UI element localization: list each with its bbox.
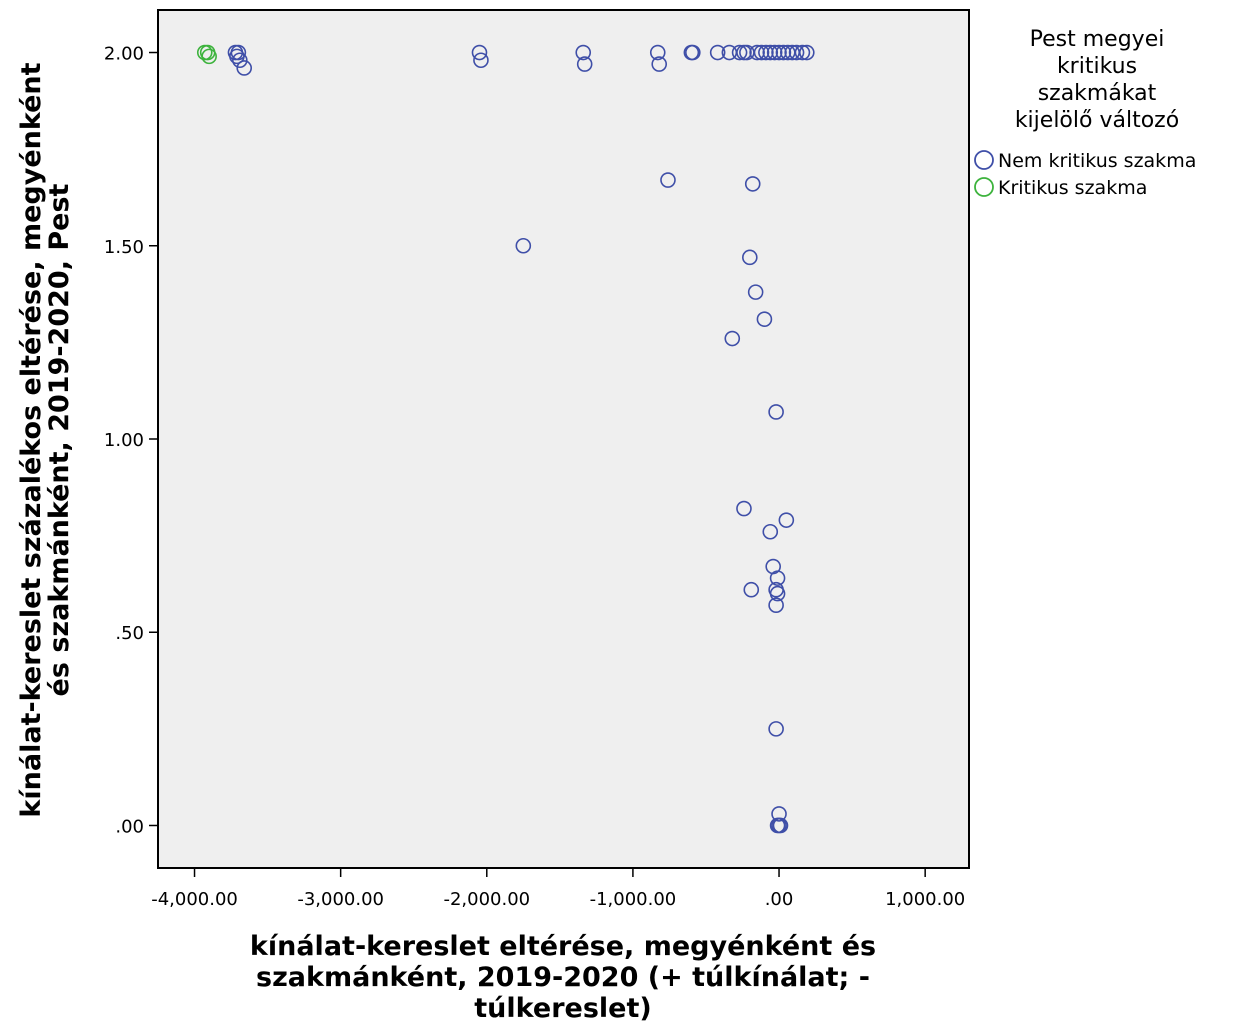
y-tick-label: 2.00: [104, 44, 144, 65]
data-point: [775, 44, 792, 61]
x-axis-title-line: kínálat-kereslet eltérése, megyénként és: [250, 931, 876, 962]
data-point: [794, 44, 811, 61]
x-tick-label: 1,000.00: [885, 889, 965, 910]
data-points: [196, 44, 815, 834]
data-point: [769, 570, 786, 586]
series-kritikus: [196, 44, 217, 65]
data-point: [575, 44, 592, 61]
legend-label: Nem kritikus szakma: [998, 150, 1196, 172]
data-point: [709, 44, 726, 61]
data-point: [473, 52, 489, 69]
data-point: [229, 48, 245, 65]
x-tick-label: .00: [765, 889, 794, 910]
data-point: [768, 721, 784, 737]
data-point: [660, 172, 676, 188]
legend-title-line: kritikus: [1057, 54, 1137, 79]
data-point: [724, 330, 741, 347]
data-point: [649, 44, 666, 61]
y-axis-title-line: és szakmánként, 2019-2020, Pest: [44, 183, 75, 696]
data-point: [771, 806, 787, 822]
legend-marker: [974, 150, 994, 170]
data-point: [762, 523, 779, 540]
data-point: [749, 44, 765, 61]
legend-title-line: kijelölő változó: [1015, 108, 1179, 133]
data-point: [762, 44, 779, 61]
data-point: [201, 48, 217, 65]
data-point: [758, 44, 774, 61]
data-point: [747, 284, 764, 300]
legend-item: Nem kritikus szakma: [974, 150, 1196, 172]
data-point: [515, 237, 532, 254]
data-point: [742, 249, 758, 266]
legend-title: Pest megyei kritikus szakmákat kijelölő vál…: [1015, 27, 1179, 133]
data-point: [771, 44, 787, 61]
data-point: [576, 56, 593, 72]
data-point: [756, 311, 773, 327]
x-axis: -4,000.00 -3,000.00 -2,000.00 -1,000.00 .00 1…: [151, 868, 965, 910]
legend-marker: [974, 177, 994, 197]
x-tick-label: -1,000.00: [590, 889, 677, 910]
y-axis-title-line: kínálat-kereslet százalékos eltérése, me…: [16, 62, 47, 817]
y-tick-label: 1.00: [104, 430, 144, 451]
x-tick-label: -3,000.00: [297, 889, 384, 910]
legend-title-line: Pest megyei: [1030, 27, 1165, 52]
data-point: [798, 44, 815, 61]
legend-item: Kritikus szakma: [974, 177, 1147, 199]
data-point: [236, 60, 253, 76]
x-axis-title: kínálat-kereslet eltérése, megyénként és…: [250, 931, 876, 1023]
x-tick-label: -2,000.00: [443, 889, 530, 910]
data-point: [744, 176, 761, 192]
data-point: [232, 52, 248, 69]
x-axis-title-line: szakmánként, 2019-2020 (+ túlkínálat; -: [256, 962, 870, 993]
x-tick-label: -4,000.00: [151, 889, 238, 910]
plot-area: [157, 9, 970, 869]
data-point: [778, 512, 795, 528]
y-tick-label: .00: [115, 816, 144, 837]
data-point: [788, 44, 805, 61]
data-point: [743, 581, 760, 598]
legend-title-line: szakmákat: [1038, 81, 1157, 106]
data-point: [768, 597, 784, 613]
data-point: [651, 56, 668, 72]
data-point: [736, 500, 752, 517]
x-axis-title-line: túlkereslet): [474, 993, 651, 1023]
legend-items: Nem kritikus szakma Kritikus szakma: [974, 150, 1196, 199]
data-point: [731, 44, 748, 61]
data-point: [685, 44, 701, 61]
y-axis: .00 .50 1.00 1.50 2.00: [104, 44, 158, 837]
y-tick-label: .50: [115, 623, 144, 644]
data-point: [471, 44, 488, 61]
data-point: [753, 44, 770, 61]
data-point: [772, 817, 789, 834]
data-point: [768, 404, 784, 420]
legend: Pest megyei kritikus szakmákat kijelölő vál…: [974, 27, 1196, 199]
series-nem-kritikus: [227, 44, 815, 834]
y-tick-label: 1.50: [104, 237, 144, 258]
legend-label: Kritikus szakma: [998, 177, 1147, 199]
data-point: [766, 44, 783, 61]
y-axis-title: kínálat-kereslet százalékos eltérése, me…: [16, 62, 75, 817]
data-point: [769, 585, 786, 602]
